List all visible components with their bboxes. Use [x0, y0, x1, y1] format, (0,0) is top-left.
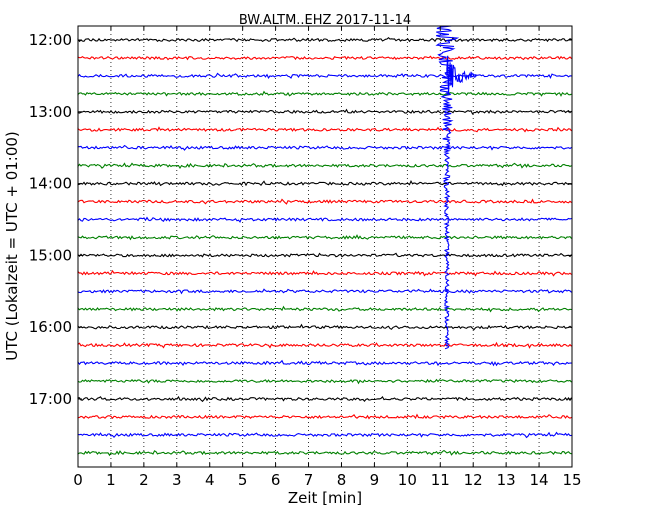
x-tick-label-10: 10 — [398, 471, 417, 489]
trace-14:45 — [77, 234, 572, 241]
trace-15:30 — [77, 288, 572, 295]
x-tick-label-13: 13 — [497, 471, 516, 489]
trace-15:00 — [77, 252, 572, 258]
trace-14:15 — [77, 198, 572, 205]
trace-14:30 — [77, 216, 572, 223]
trace-12:45 — [77, 90, 572, 97]
x-tick-label-3: 3 — [172, 471, 182, 489]
x-tick-label-8: 8 — [337, 471, 347, 489]
trace-12:15 — [77, 55, 572, 61]
trace-13:15 — [77, 126, 572, 133]
x-tick-label-9: 9 — [370, 471, 380, 489]
y-tick-label-12:00: 12:00 — [29, 31, 72, 49]
x-axis-label: Zeit [min] — [288, 489, 362, 507]
trace-17:45 — [77, 449, 572, 457]
trace-17:00 — [77, 395, 572, 403]
x-tick-label-1: 1 — [106, 471, 116, 489]
y-tick-label-13:00: 13:00 — [29, 103, 72, 121]
trace-17:15 — [77, 413, 572, 420]
trace-16:15 — [77, 341, 572, 349]
y-tick-label-15:00: 15:00 — [29, 246, 72, 264]
x-tick-label-7: 7 — [304, 471, 314, 489]
trace-12:00 — [77, 36, 572, 43]
x-tick-label-5: 5 — [238, 471, 248, 489]
trace-13:00 — [77, 108, 572, 115]
chart-title: BW.ALTM..EHZ 2017-11-14 — [239, 13, 411, 28]
x-tick-label-15: 15 — [562, 471, 581, 489]
trace-16:00 — [77, 323, 572, 331]
y-tick-label-17:00: 17:00 — [29, 390, 72, 408]
trace-15:15 — [77, 269, 572, 277]
trace-16:30 — [77, 359, 572, 367]
trace-13:45 — [77, 162, 572, 170]
trace-17:30 — [77, 431, 572, 439]
x-tick-label-11: 11 — [431, 471, 450, 489]
x-tick-label-2: 2 — [139, 471, 149, 489]
x-tick-label-6: 6 — [271, 471, 281, 489]
axis-ticks: 0 1 2 3 4 5 6 7 8 9 10 11 12 13 14 1512:0013:0014:0015:… — [29, 26, 582, 489]
y-tick-label-16:00: 16:00 — [29, 318, 72, 336]
y-tick-label-14:00: 14:00 — [29, 175, 72, 193]
x-tick-label-4: 4 — [205, 471, 215, 489]
plot-frame — [77, 25, 573, 468]
x-tick-label-0: 0 — [73, 471, 83, 489]
trace-13:30 — [77, 144, 572, 151]
x-tick-label-14: 14 — [530, 471, 549, 489]
event-coda — [446, 55, 477, 95]
x-tick-label-12: 12 — [464, 471, 483, 489]
trace-16:45 — [77, 378, 572, 385]
trace-15:45 — [77, 305, 572, 313]
y-axis-label: UTC (Lokalzeit = UTC + 01:00) — [3, 131, 21, 361]
trace-12:30 — [77, 72, 572, 79]
grid-lines — [110, 26, 540, 467]
earthquake-signal — [435, 25, 477, 350]
trace-14:00 — [77, 179, 572, 187]
trace-group — [77, 36, 572, 457]
